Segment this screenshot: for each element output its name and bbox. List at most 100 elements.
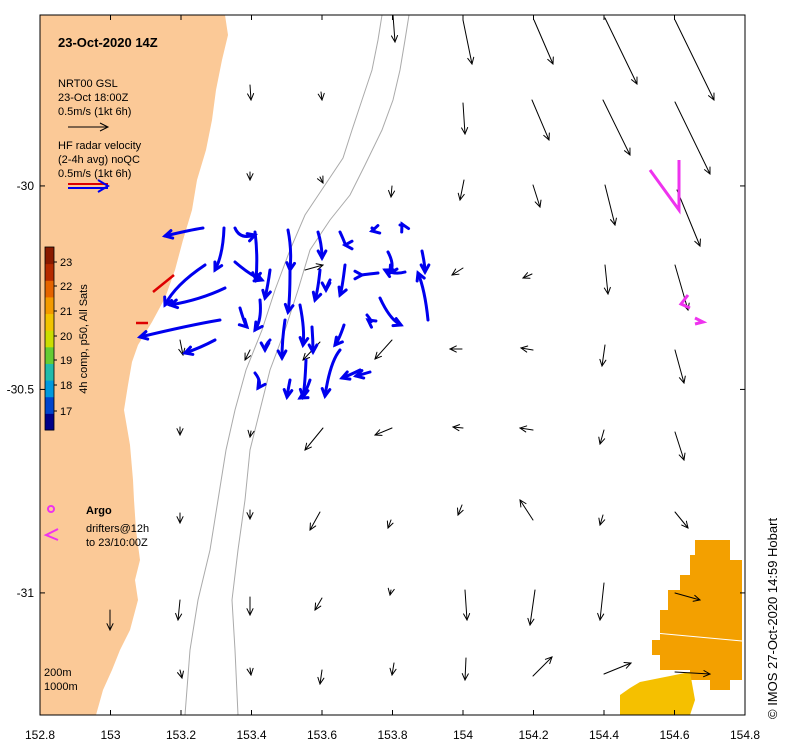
hf-arrow: [161, 226, 205, 240]
gsl-arrow: [244, 349, 252, 362]
hf-arrow: [368, 224, 382, 235]
isobath-200m: [184, 15, 383, 715]
hf-arrow: [311, 268, 323, 303]
colorbar-swatch: [45, 296, 54, 315]
hf-arrow: [353, 269, 380, 281]
gsl-arrow: [317, 91, 325, 102]
hf-arrow: [398, 221, 411, 234]
drifter-legend: drifters@12h to 23/10:00Z: [43, 523, 149, 549]
drifter-track-1: [648, 160, 681, 215]
gsl-arrow: [246, 509, 254, 521]
hf-arrow: [166, 286, 227, 310]
gsl-arrow: [176, 426, 184, 437]
credit-text: © IMOS 27-Oct-2020 14:59 Hobart: [765, 518, 780, 719]
x-tick-label: 153.2: [166, 728, 196, 742]
hf-arrow: [276, 318, 288, 362]
colorbar-tick-label: 18: [60, 380, 72, 392]
gsl-arrow: [304, 263, 325, 271]
gsl-arrow: [674, 431, 686, 462]
colorbar-tick-label: 22: [60, 281, 72, 293]
hf-arrow: [163, 263, 207, 308]
gsl-arrow: [314, 597, 323, 611]
colorbar-swatch: [45, 330, 54, 348]
hf-legend: HF radar velocity (2-4h avg) noQC 0.5m/s…: [58, 140, 142, 193]
x-tick-label: 154: [453, 728, 473, 742]
gsl-arrow: [604, 17, 638, 86]
hf-arrow: [320, 348, 342, 400]
gsl-arrow: [518, 425, 534, 433]
colorbar-tick-label: 17: [60, 406, 72, 418]
gsl-arrow: [533, 19, 554, 66]
svg-text:200m: 200m: [44, 667, 72, 679]
gsl-arrow: [246, 171, 254, 182]
map-title: 23-Oct-2020 14Z: [58, 35, 158, 50]
gsl-arrow: [674, 511, 689, 529]
hf-arrow: [378, 296, 404, 328]
hf-arrow: [282, 378, 294, 401]
gsl-arrow: [527, 589, 536, 627]
gsl-arrow: [531, 99, 550, 142]
gsl-arrow: [519, 345, 534, 353]
svg-text:drifters@12h: drifters@12h: [86, 523, 149, 535]
gsl-arrow: [461, 657, 469, 682]
argo-marker-icon: [47, 505, 55, 513]
hf-arrow: [259, 338, 272, 354]
x-tick-label: 154.8: [730, 728, 760, 742]
hf-arrow: [339, 368, 362, 381]
hf-arrow: [297, 378, 312, 400]
gsl-arrow: [390, 15, 399, 44]
hf-arrow: [253, 298, 264, 333]
x-tick-label: 153: [100, 728, 120, 742]
colorbar-tick-label: 23: [60, 257, 72, 269]
argo-legend: Argo: [47, 505, 112, 517]
gsl-arrow: [106, 609, 114, 632]
hf-arrow: [333, 323, 346, 348]
svg-text:1000m: 1000m: [44, 681, 78, 693]
gsl-arrow: [521, 272, 533, 279]
hf-arrow: [307, 325, 319, 356]
svg-text:0.5m/s (1kt 6h): 0.5m/s (1kt 6h): [58, 106, 131, 118]
gsl-arrow: [461, 102, 469, 136]
colorbar-swatch: [45, 380, 54, 398]
svg-text:NRT00 GSL: NRT00 GSL: [58, 78, 118, 90]
colorbar-swatch: [45, 346, 54, 364]
hf-arrow: [213, 226, 226, 273]
gsl-arrow: [599, 344, 607, 368]
gsl-scale-arrow: [68, 122, 110, 132]
hf-arrow: [298, 303, 310, 349]
isobath-legend: 200m 1000m: [44, 667, 78, 693]
gsl-arrow: [373, 427, 393, 436]
svg-text:(2-4h avg) noQC: (2-4h avg) noQC: [58, 154, 140, 166]
colorbar-swatch: [45, 396, 54, 414]
gsl-arrow: [598, 429, 606, 446]
colorbar-swatch: [45, 263, 54, 281]
y-axis: -30 -30.5 -31: [7, 179, 745, 600]
x-tick-label: 153.4: [236, 728, 266, 742]
hf-radar-arrows: [136, 221, 431, 401]
x-tick-label: 154.2: [518, 728, 548, 742]
x-tick-label: 153.8: [377, 728, 407, 742]
gsl-arrow: [178, 339, 186, 357]
svg-text:to 23/10:00Z: to 23/10:00Z: [86, 537, 148, 549]
gsl-arrow: [674, 670, 712, 678]
hf-arrow: [320, 278, 332, 294]
hf-arrow: [352, 369, 372, 380]
gsl-arrow: [532, 656, 553, 677]
colorbar-tick-label: 21: [60, 306, 72, 318]
colorbar-swatch: [45, 363, 54, 381]
y-tick-label: -31: [17, 586, 35, 600]
y-tick-label: -30: [17, 179, 35, 193]
hf-arrow: [338, 230, 354, 251]
hf-scale-arrow: [68, 179, 110, 193]
hf-arrow: [261, 268, 272, 302]
hf-arrow: [283, 268, 295, 316]
gsl-arrow: [448, 345, 463, 353]
gsl-arrow: [603, 662, 633, 675]
gsl-arrow: [519, 499, 534, 521]
gsl-arrow: [597, 582, 605, 622]
gsl-arrow: [674, 349, 686, 385]
gsl-arrow: [388, 185, 396, 199]
hf-arrow: [365, 313, 378, 329]
colorbar-swatch: [45, 280, 54, 298]
svg-text:23-Oct 18:00Z: 23-Oct 18:00Z: [58, 92, 129, 104]
